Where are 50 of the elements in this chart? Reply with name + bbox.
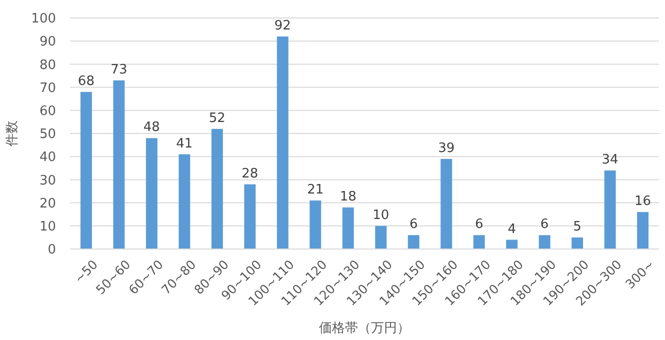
y-tick-label: 90 bbox=[39, 34, 56, 50]
x-axis-title: 価格帯（万円） bbox=[319, 321, 410, 336]
y-tick-label: 60 bbox=[39, 104, 56, 119]
data-label: 48 bbox=[143, 120, 160, 136]
bar bbox=[506, 240, 518, 249]
y-tick-label: 50 bbox=[39, 127, 56, 142]
data-label: 68 bbox=[78, 74, 94, 89]
y-tick-label: 10 bbox=[39, 219, 56, 234]
data-label: 10 bbox=[372, 208, 390, 223]
y-tick-label: 20 bbox=[39, 196, 56, 212]
bar bbox=[342, 207, 354, 249]
data-label: 4 bbox=[508, 222, 516, 237]
data-label: 52 bbox=[208, 110, 226, 126]
y-tick-label: 40 bbox=[39, 150, 56, 166]
data-label: 41 bbox=[176, 136, 193, 152]
data-label: 34 bbox=[602, 152, 618, 168]
bar bbox=[538, 235, 550, 249]
data-label: 73 bbox=[110, 62, 128, 78]
bar bbox=[80, 92, 92, 249]
x-tick-label: ~50 bbox=[71, 256, 101, 286]
y-axis-title: 件数 bbox=[5, 120, 20, 146]
bar bbox=[276, 36, 288, 249]
y-tick-label: 80 bbox=[39, 58, 56, 73]
bar bbox=[473, 235, 485, 249]
bar bbox=[146, 138, 158, 249]
bar bbox=[178, 154, 190, 249]
data-label: 16 bbox=[634, 194, 652, 210]
y-tick-label: 100 bbox=[31, 12, 56, 27]
bar bbox=[408, 235, 420, 249]
bar bbox=[113, 80, 125, 249]
y-tick-label: 70 bbox=[39, 80, 56, 96]
bar bbox=[244, 184, 256, 249]
bar bbox=[310, 200, 322, 249]
data-label: 18 bbox=[340, 189, 356, 204]
data-label: 21 bbox=[307, 182, 324, 198]
data-label: 5 bbox=[573, 219, 582, 234]
bar bbox=[440, 158, 452, 249]
bar bbox=[375, 226, 387, 249]
data-label: 6 bbox=[409, 217, 418, 232]
bar bbox=[637, 212, 649, 249]
data-label: 39 bbox=[438, 140, 455, 156]
data-label: 6 bbox=[474, 217, 484, 232]
y-tick-label: 30 bbox=[39, 173, 56, 188]
data-label: 28 bbox=[242, 166, 258, 182]
bar bbox=[604, 170, 616, 249]
data-label: 92 bbox=[274, 18, 291, 34]
y-tick-label: 0 bbox=[48, 242, 56, 258]
bar bbox=[572, 237, 584, 249]
bar bbox=[211, 128, 223, 249]
data-label: 6 bbox=[540, 217, 549, 232]
